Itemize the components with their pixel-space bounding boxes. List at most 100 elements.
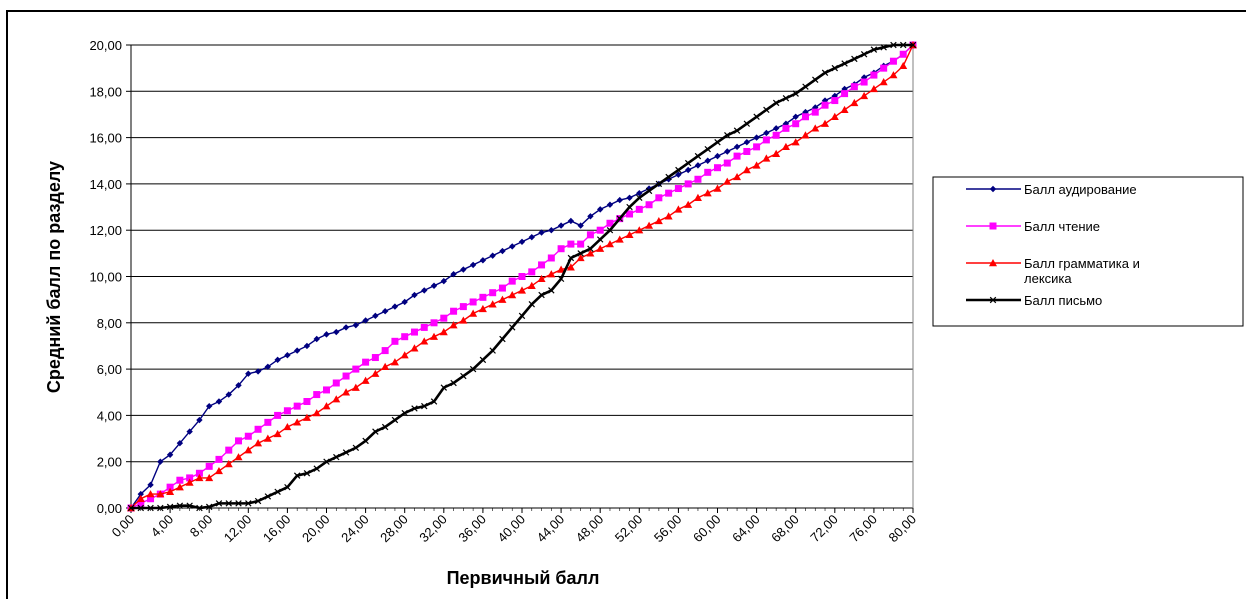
series-reading-point [283, 407, 291, 415]
x-tick-label: 80,00 [886, 512, 920, 546]
series-reading-point [479, 293, 487, 301]
series-writing-point [342, 449, 350, 456]
series-audio-point [196, 416, 203, 424]
y-tick-labels: 0,00 2,00 4,00 6,00 8,00 10,00 12,00 14,00 16,00… [89, 38, 122, 516]
x-tick-label: 52,00 [612, 512, 646, 546]
series-reading-point [186, 474, 194, 482]
series-reading-point [655, 194, 663, 202]
series-grammar-point [801, 131, 810, 139]
series-grammar-point [449, 321, 458, 329]
series-audio-point [675, 171, 682, 178]
series-writing-point [665, 173, 672, 181]
series-writing-point [860, 51, 868, 58]
series-writing-point [753, 113, 760, 120]
series-writing-point [812, 76, 819, 83]
x-tick-label: 8,00 [187, 512, 216, 541]
series-writing [127, 41, 917, 512]
series-audio-point [753, 134, 760, 141]
series-grammar-point [214, 466, 223, 475]
x-tick-label: 4,00 [148, 512, 177, 541]
series-audio-point [186, 428, 193, 435]
series-reading-point [714, 164, 721, 172]
series-grammar-point [693, 193, 702, 201]
y-tick-label: 4,00 [97, 408, 122, 423]
series-writing-point [743, 120, 751, 127]
series-writing-point [215, 500, 223, 507]
x-tick-label: 72,00 [807, 512, 841, 546]
series-reading-point [362, 358, 370, 366]
series-reading-point [586, 231, 594, 239]
series-writing-point [499, 335, 506, 343]
series-audio-point [333, 328, 340, 336]
series-audio-point [381, 308, 389, 315]
series-reading-point [645, 201, 653, 209]
series-grammar-point [195, 473, 204, 482]
series-reading-point [176, 476, 184, 484]
series-grammar-point [166, 487, 175, 495]
series-audio-point [421, 287, 428, 294]
chart-frame [6, 10, 1246, 599]
series-grammar-point [781, 142, 790, 151]
series-reading-point [557, 245, 565, 253]
series-writing-point [489, 347, 496, 354]
series-writing-point [293, 472, 301, 479]
series-audio-point [587, 213, 594, 220]
series-writing-point [460, 372, 467, 380]
y-tick-label: 12,00 [89, 223, 122, 238]
series-grammar-point [293, 418, 302, 426]
series-reading-point [538, 261, 546, 269]
series-writing-point [636, 194, 643, 202]
series-grammar-point [840, 105, 849, 114]
series-audio-point [225, 391, 232, 398]
series-grammar-point [772, 149, 781, 158]
series-grammar-point [332, 395, 341, 403]
series-audio-point [372, 312, 379, 320]
series-reading-point [371, 354, 379, 362]
series-grammar-point [381, 362, 390, 370]
series-reading-point [733, 152, 741, 160]
series-reading-point [430, 319, 438, 327]
series-writing-point [724, 132, 731, 139]
series-audio-point [509, 243, 516, 250]
legend: Балл аудирование Балл чтение Балл граммати… [932, 176, 1244, 327]
series-grammar-point [635, 226, 644, 234]
legend-grammar-point [989, 259, 997, 267]
series-writing-point [186, 502, 193, 509]
series-audio-point [157, 458, 164, 465]
series-audio-point [567, 217, 575, 225]
x-tick-label: 60,00 [690, 512, 724, 546]
series-grammar-point [889, 71, 898, 79]
series-reading-point [264, 418, 272, 426]
series-grammar-point [205, 473, 214, 482]
x-tick-label: 56,00 [651, 512, 685, 546]
series-reading-point [567, 240, 575, 248]
y-tick-label: 8,00 [97, 316, 122, 331]
series-reading-point [899, 50, 907, 58]
series-writing-point [802, 83, 809, 90]
series-grammar-point [899, 61, 908, 70]
series-audio-point [733, 143, 741, 151]
series-writing-point [870, 46, 878, 53]
x-tick-label: 36,00 [455, 512, 489, 546]
series-writing-point [440, 384, 448, 391]
series-reading-point [498, 284, 506, 292]
series-grammar-point [136, 494, 145, 502]
series-reading-point [674, 185, 682, 193]
y-tick-label: 16,00 [89, 131, 122, 146]
series-writing-point [694, 152, 702, 160]
legend-item-reading: Балл чтение [966, 219, 1100, 234]
series-grammar-point [273, 429, 282, 438]
series-audio-point [137, 490, 144, 498]
series-reading-point [841, 90, 849, 98]
series-grammar-point [342, 388, 351, 396]
series-audio-point [763, 129, 770, 137]
series-grammar-point [791, 138, 800, 146]
series-audio-point [460, 266, 467, 273]
series-reading-point [850, 83, 858, 91]
series-audio-point [469, 261, 477, 269]
x-tick-label: 12,00 [221, 512, 255, 546]
series-reading-point [665, 189, 673, 197]
series-writing-point [684, 159, 692, 167]
series-reading-point [401, 333, 409, 341]
series-audio-point [245, 370, 252, 377]
